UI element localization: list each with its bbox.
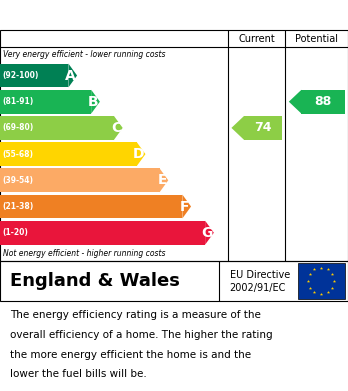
Text: 2002/91/EC: 2002/91/EC (230, 283, 286, 293)
Text: B: B (88, 95, 98, 109)
Polygon shape (114, 116, 123, 140)
Bar (0, 90, 91, 114)
Polygon shape (91, 90, 100, 114)
Bar (301, 90, 345, 114)
Bar (244, 116, 282, 140)
Text: (55-68): (55-68) (3, 150, 34, 159)
Polygon shape (159, 169, 168, 192)
Text: (92-100): (92-100) (3, 71, 39, 80)
Text: Energy Efficiency Rating: Energy Efficiency Rating (10, 7, 220, 23)
Text: F: F (180, 199, 190, 213)
Bar (0, 221, 205, 245)
Bar (0, 64, 68, 88)
Bar (0, 169, 159, 192)
Polygon shape (137, 142, 145, 166)
Text: Potential: Potential (295, 34, 338, 44)
Polygon shape (68, 64, 77, 88)
Text: (39-54): (39-54) (3, 176, 34, 185)
Text: A: A (65, 68, 76, 83)
Bar (298, 263, 345, 299)
Text: (21-38): (21-38) (3, 202, 34, 211)
Bar (0, 116, 114, 140)
Text: (81-91): (81-91) (3, 97, 34, 106)
Text: D: D (133, 147, 144, 161)
Text: Current: Current (238, 34, 275, 44)
Text: G: G (201, 226, 212, 240)
Polygon shape (182, 195, 191, 219)
Polygon shape (289, 90, 301, 114)
Text: (69-80): (69-80) (3, 124, 34, 133)
Text: lower the fuel bills will be.: lower the fuel bills will be. (10, 369, 147, 379)
Polygon shape (205, 221, 214, 245)
Text: overall efficiency of a home. The higher the rating: overall efficiency of a home. The higher… (10, 330, 273, 340)
Polygon shape (231, 116, 244, 140)
Text: 74: 74 (254, 121, 272, 135)
Bar (0, 142, 137, 166)
Text: Not energy efficient - higher running costs: Not energy efficient - higher running co… (3, 249, 166, 258)
Text: Very energy efficient - lower running costs: Very energy efficient - lower running co… (3, 50, 166, 59)
Text: the more energy efficient the home is and the: the more energy efficient the home is an… (10, 350, 252, 360)
Text: 88: 88 (314, 95, 332, 108)
Text: (1-20): (1-20) (3, 228, 29, 237)
Text: England & Wales: England & Wales (10, 272, 180, 290)
Text: EU Directive: EU Directive (230, 270, 290, 280)
Text: The energy efficiency rating is a measure of the: The energy efficiency rating is a measur… (10, 310, 261, 320)
Bar (0, 195, 182, 219)
Text: E: E (157, 173, 167, 187)
Text: C: C (111, 121, 121, 135)
